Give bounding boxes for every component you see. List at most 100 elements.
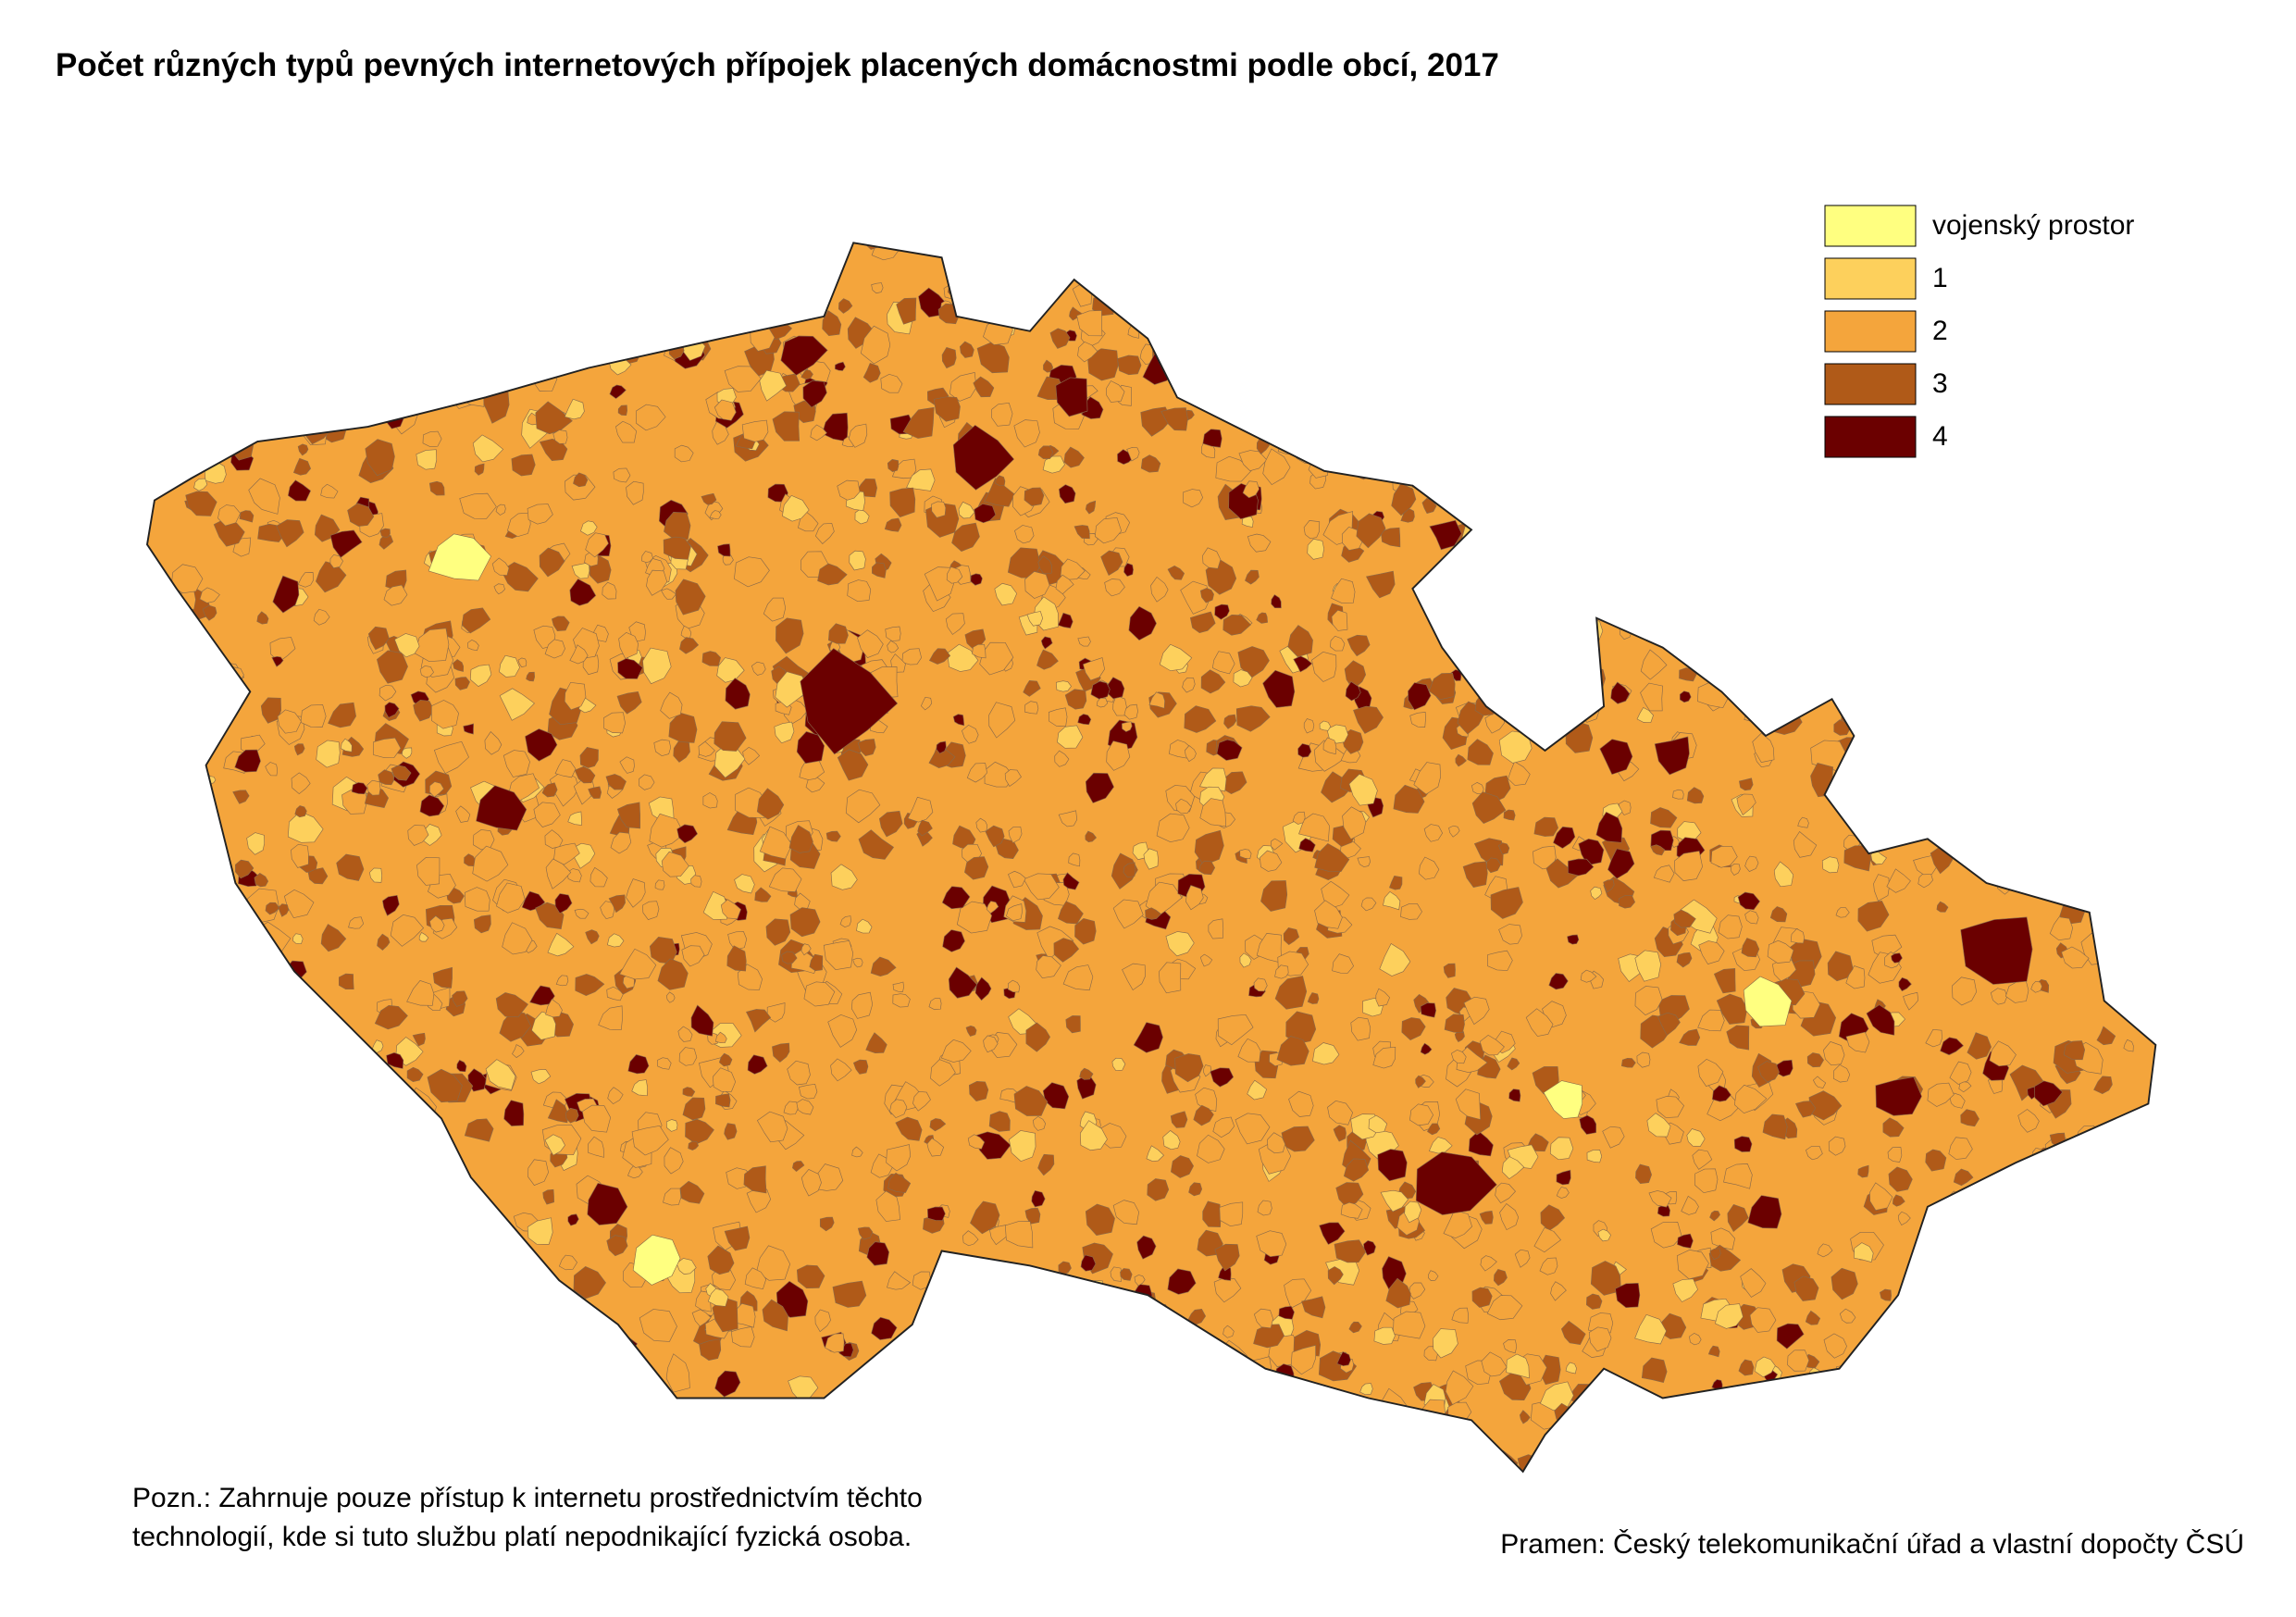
municipality [2110, 1238, 2128, 1258]
municipality [402, 243, 429, 259]
municipality [714, 1370, 741, 1398]
municipality [782, 494, 810, 522]
municipality [1400, 507, 1415, 523]
municipality [1611, 556, 1636, 582]
municipality [1508, 761, 1531, 786]
municipality [1336, 1350, 1351, 1367]
municipality [1222, 614, 1251, 636]
municipality [340, 738, 353, 753]
municipality [1323, 339, 1335, 350]
municipality [1023, 873, 1060, 901]
municipality [1134, 1275, 1146, 1287]
municipality [756, 788, 785, 820]
municipality [1096, 697, 1109, 708]
municipality [2006, 769, 2038, 804]
municipality [1860, 742, 1888, 774]
municipality [1353, 705, 1384, 734]
municipality [1610, 356, 1632, 380]
municipality [842, 243, 859, 244]
municipality [756, 1245, 791, 1281]
municipality [975, 817, 988, 833]
municipality [327, 1156, 339, 1169]
municipality [1486, 1295, 1523, 1321]
municipality [1790, 928, 1805, 944]
municipality [453, 1187, 479, 1213]
municipality [1077, 636, 1091, 647]
municipality [1704, 368, 1739, 405]
municipality [1301, 359, 1315, 376]
municipality [291, 843, 309, 868]
municipality [1183, 489, 1204, 508]
municipality [147, 1069, 160, 1087]
municipality [1007, 284, 1018, 297]
municipality [774, 721, 795, 744]
municipality [294, 1193, 325, 1229]
municipality [1827, 951, 1854, 982]
municipality [1391, 482, 1417, 516]
municipality [1025, 1022, 1050, 1052]
municipality [1257, 1200, 1272, 1216]
municipality [2069, 818, 2088, 836]
municipality [1199, 953, 1213, 967]
municipality [866, 1241, 890, 1266]
municipality [707, 1287, 729, 1307]
municipality [1579, 1114, 1596, 1135]
municipality [192, 1335, 217, 1360]
municipality [499, 1012, 532, 1042]
municipality [1726, 1025, 1750, 1051]
municipality [632, 1391, 658, 1420]
municipality [713, 1067, 737, 1092]
municipality [412, 1032, 426, 1047]
municipality [575, 974, 605, 996]
municipality [1967, 1032, 1992, 1060]
municipality [1128, 605, 1157, 641]
municipality [1428, 243, 1449, 261]
municipality [1793, 831, 1818, 858]
municipality [1316, 267, 1327, 280]
municipality [798, 1084, 818, 1100]
municipality [1383, 400, 1402, 418]
municipality [327, 1428, 357, 1454]
municipality [1559, 634, 1585, 662]
municipality [1198, 860, 1216, 876]
municipality [1650, 807, 1678, 828]
municipality [448, 243, 472, 256]
municipality [155, 1392, 170, 1410]
municipality [822, 310, 842, 337]
municipality [643, 1383, 662, 1402]
municipality [886, 1144, 912, 1172]
municipality [491, 557, 510, 576]
municipality [1519, 1410, 1531, 1424]
municipality [1273, 417, 1307, 452]
municipality [887, 1271, 912, 1290]
municipality [1741, 938, 1760, 958]
municipality [616, 690, 642, 715]
municipality [1032, 1115, 1047, 1131]
municipality [682, 1097, 706, 1121]
municipality [1926, 632, 1949, 652]
municipality [248, 478, 280, 515]
municipality [1846, 545, 1856, 559]
municipality [190, 283, 224, 316]
municipality [427, 1068, 463, 1103]
municipality [1481, 1351, 1508, 1377]
municipality [424, 1149, 449, 1170]
municipality [1551, 545, 1570, 561]
municipality [639, 774, 655, 790]
municipality [951, 522, 980, 552]
municipality [384, 702, 400, 718]
municipality [1506, 1353, 1530, 1379]
municipality [588, 786, 602, 799]
municipality [1312, 1042, 1340, 1065]
municipality [172, 331, 195, 357]
municipality [1533, 1449, 1552, 1469]
municipality [500, 1280, 524, 1306]
municipality [506, 1391, 532, 1418]
municipality [870, 956, 897, 976]
municipality [224, 1029, 236, 1041]
municipality [185, 491, 217, 516]
municipality [1842, 1443, 1860, 1461]
municipality [948, 966, 978, 999]
municipality [358, 256, 386, 285]
